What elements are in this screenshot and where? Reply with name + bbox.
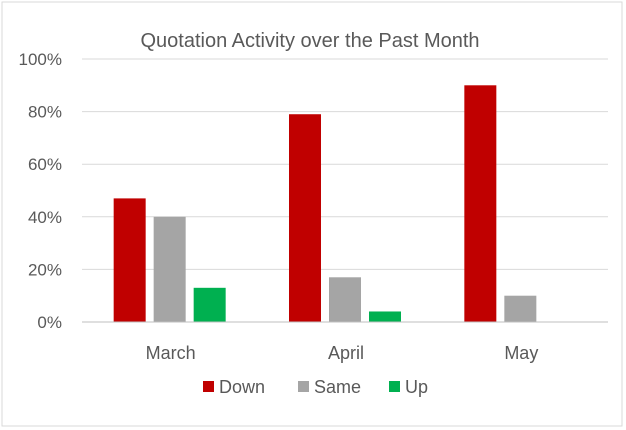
x-category-label: April (328, 343, 364, 363)
chart-title: Quotation Activity over the Past Month (140, 30, 479, 52)
x-category-label: May (504, 343, 538, 363)
bar-same-april (329, 277, 361, 322)
bar-down-may (464, 85, 497, 322)
y-tick-label: 60% (28, 155, 62, 174)
bar-up-april (369, 311, 401, 322)
y-axis-tick-labels: 0% 20% 40% 60% 80% 100% (19, 50, 62, 332)
bar-same-may (504, 295, 537, 322)
legend-swatch-down (203, 381, 214, 392)
y-tick-label: 40% (28, 208, 62, 227)
legend-swatch-up (389, 381, 400, 392)
legend-swatch-same (298, 381, 309, 392)
legend-label-down: Down (219, 377, 265, 397)
x-category-label: March (146, 343, 196, 363)
bar-same-march (153, 216, 186, 322)
legend: Down Same Up (203, 377, 428, 397)
y-tick-label: 0% (37, 313, 62, 332)
bar-down-march (113, 198, 146, 322)
y-tick-label: 100% (19, 50, 62, 69)
legend-label-up: Up (405, 377, 428, 397)
y-tick-label: 80% (28, 103, 62, 122)
bar-up-march (193, 287, 226, 322)
bar-down-april (289, 114, 321, 322)
bars (113, 85, 537, 322)
category-labels: March April May (146, 343, 539, 363)
y-tick-label: 20% (28, 260, 62, 279)
legend-label-same: Same (314, 377, 361, 397)
